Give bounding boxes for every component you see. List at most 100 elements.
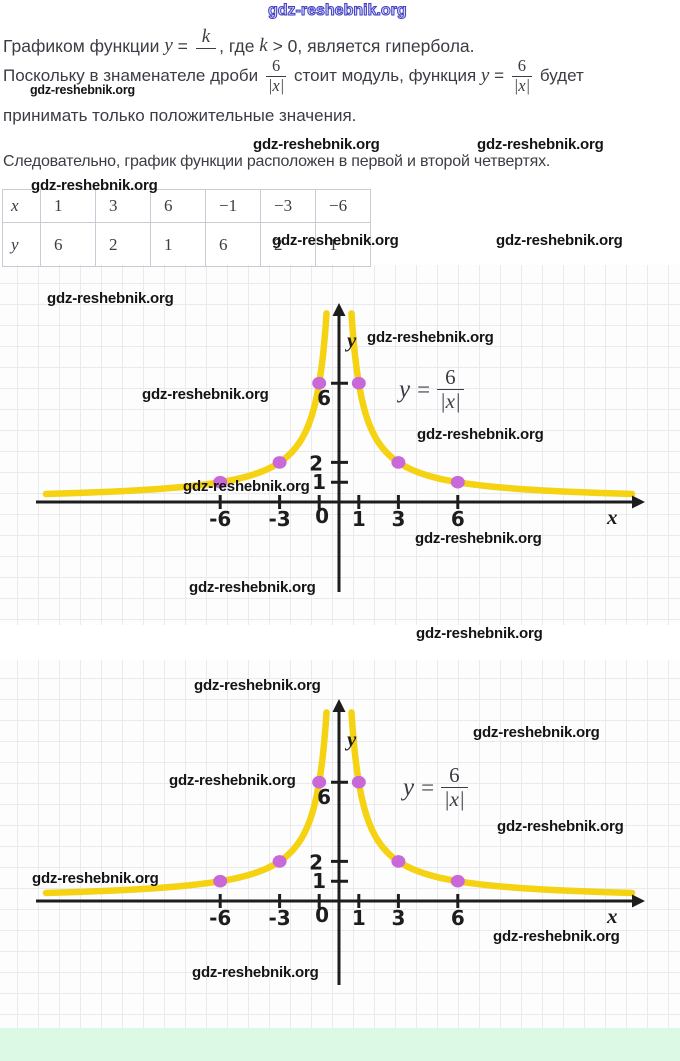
value-table: x 1 3 6 −1 −3 −6 y 6 2 1 6 2 1 [2, 189, 371, 267]
origin-label: 0 [315, 903, 329, 927]
table-cell: 1 [40, 189, 96, 223]
data-point [351, 376, 366, 390]
x-tick-label: 6 [451, 906, 465, 930]
y-tick-label: 6 [317, 386, 331, 410]
paragraph-positive-values: принимать только положительные значения. [3, 106, 357, 125]
site-watermark: gdz-reshebnik.org [493, 928, 620, 945]
table-cell: 2 [95, 222, 151, 267]
site-watermark: gdz-reshebnik.org [497, 818, 624, 835]
table-header-cell: x [2, 189, 41, 223]
data-point [450, 475, 465, 489]
site-watermark: gdz-reshebnik.org [32, 870, 159, 887]
text: Поскольку в знаменателе дроби [3, 66, 263, 85]
data-point [391, 855, 406, 868]
fraction-6-over-abs-x: 6 |x| [437, 365, 464, 414]
text: стоит модуль, функция [289, 66, 481, 85]
data-point [213, 475, 228, 489]
y-tick-label: 1 [312, 869, 326, 893]
x-axis-label: x [607, 505, 618, 529]
table-cell: 1 [315, 222, 371, 267]
table-cell: 1 [150, 222, 206, 267]
paragraph-modulus-explanation: Поскольку в знаменателе дроби 6 |x| стоит… [3, 52, 584, 100]
x-axis-label: x [607, 904, 618, 928]
table-row: x 1 3 6 −1 −3 −6 [2, 189, 371, 223]
function-formula-label: y = 6 |x| [399, 365, 464, 414]
fraction-numerator: 6 [511, 56, 533, 77]
fraction-6-over-abs-x: 6 |x| [441, 763, 468, 811]
site-watermark: gdz-reshebnik.org [253, 136, 380, 153]
site-watermark-header: gdz-reshebnik.org [268, 2, 408, 20]
y-tick-label: 1 [312, 470, 326, 494]
site-watermark: gdz-reshebnik.org [417, 426, 544, 443]
x-tick-label: -6 [209, 906, 231, 930]
text: будет [535, 66, 584, 85]
site-watermark: gdz-reshebnik.org [142, 386, 269, 403]
data-point [213, 874, 228, 888]
math-var-y: y [480, 65, 490, 86]
y-tick-label: 2 [309, 451, 323, 475]
site-watermark: gdz-reshebnik.org [473, 724, 600, 741]
equals-sign: = [172, 35, 193, 56]
text: > 0, является гипербола. [267, 35, 475, 56]
x-tick-label: -3 [268, 507, 290, 531]
site-watermark: gdz-reshebnik.org [496, 232, 623, 249]
data-point [391, 456, 406, 469]
equals-sign: = [489, 66, 509, 85]
table-cell: −1 [205, 189, 261, 223]
x-tick-label: 3 [391, 906, 405, 930]
x-axis-arrow-icon [632, 495, 645, 509]
data-point [272, 456, 287, 469]
data-point [272, 855, 287, 868]
x-tick-label: 6 [451, 507, 465, 531]
equals-sign: = [421, 774, 435, 800]
table-cell: −6 [315, 189, 371, 223]
x-tick-label: 1 [352, 906, 366, 930]
y-tick-label: 6 [317, 785, 331, 809]
math-var-y: y [164, 35, 173, 56]
y-tick-label: 2 [309, 850, 323, 874]
function-plot-2: -6 -3 1 3 6 0 6 2 1 x y y = 6 |x| [0, 660, 680, 1028]
fraction-6-over-abs-x: 6 |x| [265, 56, 287, 96]
x-axis-arrow-icon [632, 894, 645, 908]
site-watermark: gdz-reshebnik.org [416, 625, 543, 642]
table-cell: 6 [150, 189, 206, 223]
table-cell: −3 [260, 189, 316, 223]
math-var-y: y [403, 773, 415, 801]
table-cell: 6 [205, 222, 261, 267]
data-point [312, 775, 327, 789]
fraction-6-over-abs-x: 6 |x| [511, 56, 533, 96]
y-axis-label: y [347, 328, 357, 352]
y-axis-arrow-icon [332, 699, 346, 712]
y-axis-arrow-icon [332, 303, 346, 316]
x-tick-label: 3 [391, 507, 405, 531]
footer-bar [0, 1028, 680, 1061]
data-point [351, 775, 366, 789]
function-plot-1: -6 -3 1 3 6 0 6 2 1 x y y = 6 |x| [0, 265, 680, 625]
fraction-k-over-x: k [195, 26, 217, 66]
site-watermark: gdz-reshebnik.org [192, 964, 319, 981]
site-watermark: gdz-reshebnik.org [477, 136, 604, 153]
fraction-numerator: 6 [437, 365, 464, 391]
fraction-denominator: |x| [513, 75, 531, 95]
site-watermark: gdz-reshebnik.org [183, 478, 310, 495]
site-watermark: gdz-reshebnik.org [415, 530, 542, 547]
site-watermark: gdz-reshebnik.org [367, 329, 494, 346]
site-watermark: gdz-reshebnik.org [194, 677, 321, 694]
table-cell: 6 [40, 222, 96, 267]
paragraph-quadrants-conclusion: Следовательно, график функции расположен… [3, 153, 551, 170]
data-point [312, 376, 327, 390]
data-point [450, 874, 465, 888]
fraction-denominator: |x| [439, 389, 461, 414]
equals-sign: = [417, 376, 431, 402]
x-tick-label: -6 [209, 507, 231, 531]
origin-label: 0 [315, 504, 329, 528]
fraction-numerator: k [195, 26, 217, 49]
math-var-k: k [259, 35, 268, 56]
text: Графиком функции [3, 35, 165, 56]
site-watermark: gdz-reshebnik.org [169, 772, 296, 789]
site-watermark: gdz-reshebnik.org [47, 290, 174, 307]
site-watermark: gdz-reshebnik.org [189, 579, 316, 596]
